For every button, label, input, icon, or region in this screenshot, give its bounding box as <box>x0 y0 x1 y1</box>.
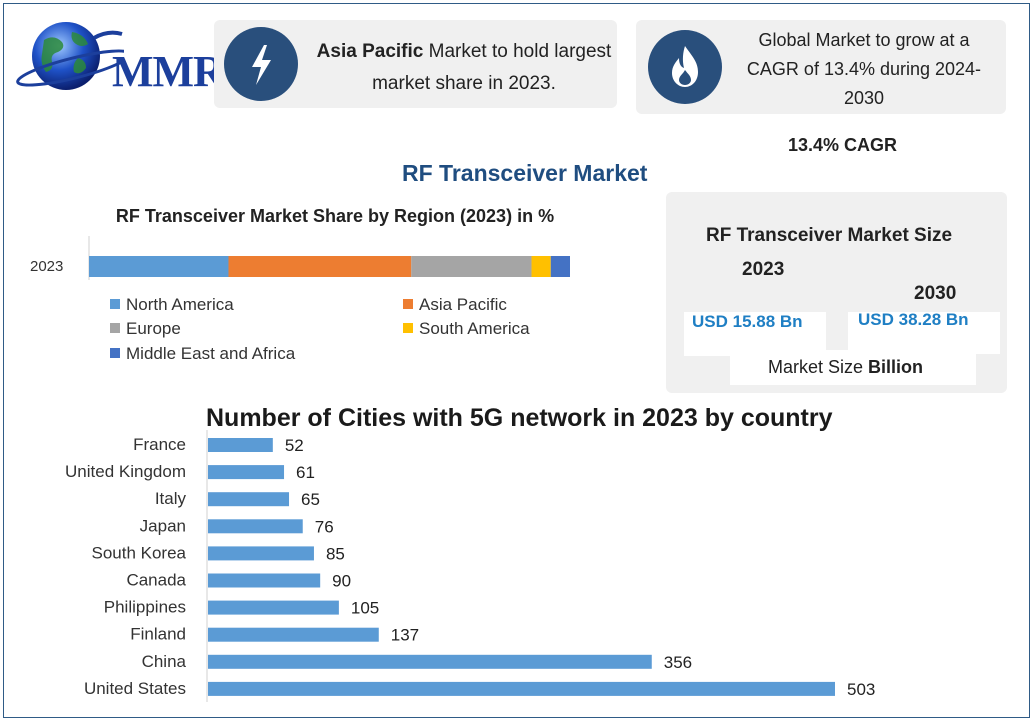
flame-icon <box>648 30 722 104</box>
info-box-global-growth: Global Market to grow at a CAGR of 13.4%… <box>636 20 1006 114</box>
share-bar-segment <box>228 256 412 277</box>
legend-item-north-america: North America <box>110 295 234 315</box>
bar-category-label: United Kingdom <box>65 462 186 481</box>
share-bar-segment <box>550 256 570 277</box>
bar-data-label: 105 <box>351 599 379 618</box>
5g-chart-title: Number of Cities with 5G network in 2023… <box>206 404 833 432</box>
bar-data-label: 137 <box>391 626 419 645</box>
bar-category-label: Italy <box>155 489 187 508</box>
bar-mark <box>208 465 285 480</box>
bar-data-label: 52 <box>285 436 304 455</box>
share-bar-segment <box>89 256 229 277</box>
legend-swatch <box>403 299 413 309</box>
cagr-label: 13.4% CAGR <box>788 135 898 155</box>
5g-bar-chart: France 52 United Kingdom 61 Italy 65 Japan 76 So… <box>65 430 875 702</box>
bar-mark <box>208 573 321 588</box>
bar-category-label: United States <box>84 679 186 698</box>
bar-mark <box>208 492 290 507</box>
share-chart <box>88 236 570 280</box>
bar-mark <box>208 654 652 669</box>
bar-data-label: 65 <box>301 490 320 509</box>
bar-data-label: 76 <box>315 517 334 536</box>
market-size-card-2030 <box>848 312 1000 354</box>
market-size-value-2030: USD 38.28 Bn <box>858 310 969 329</box>
legend-item-asia-pacific: Asia Pacific <box>403 295 507 315</box>
market-size-card-2023 <box>684 312 826 356</box>
infographic-frame <box>3 3 1030 718</box>
bar-category-label: France <box>133 435 186 454</box>
bar-data-label: 503 <box>847 680 875 699</box>
info-text-asia-pacific: Asia Pacific Market to hold largest mark… <box>316 41 612 94</box>
page-title: RF Transceiver Market <box>402 160 648 186</box>
bar-category-label: Philippines <box>104 598 186 617</box>
share-chart-title: RF Transceiver Market Share by Region (2… <box>115 206 555 226</box>
bar-category-label: Canada <box>126 571 186 590</box>
legend-swatch <box>110 348 120 358</box>
bar-mark <box>208 438 273 452</box>
legend-swatch <box>110 323 120 333</box>
bar-mark <box>208 546 314 561</box>
share-bar-segment <box>411 256 532 277</box>
globe-icon <box>16 22 132 90</box>
legend-item-south-america: South America <box>403 319 530 339</box>
bar-mark <box>208 600 339 615</box>
share-chart-category-label: 2023 <box>30 258 64 275</box>
market-size-value-2023: USD 15.88 Bn <box>692 312 803 331</box>
legend-swatch <box>403 323 413 333</box>
legend-item-mea: Middle East and Africa <box>110 344 295 364</box>
share-bar-segment <box>531 256 551 277</box>
bar-data-label: 61 <box>296 463 315 482</box>
legend-swatch <box>110 299 120 309</box>
market-size-unit: Market Size Billion <box>768 357 924 377</box>
bar-data-label: 90 <box>332 572 351 591</box>
mmr-logo: MMR <box>14 18 225 98</box>
bar-category-label: Japan <box>140 516 186 535</box>
bar-data-label: 85 <box>326 544 345 563</box>
bar-category-label: Finland <box>130 625 186 644</box>
market-size-title: RF Transceiver Market Size <box>706 225 953 246</box>
bar-mark <box>208 681 835 696</box>
bar-mark <box>208 627 379 642</box>
bar-category-label: China <box>142 652 187 671</box>
market-size-year-2030: 2030 <box>914 283 957 304</box>
lightning-icon <box>224 27 298 101</box>
info-box-asia-pacific: Asia Pacific Market to hold largest mark… <box>214 20 617 108</box>
market-size-unit-card <box>730 350 976 385</box>
bar-data-label: 356 <box>664 653 692 672</box>
bar-mark <box>208 519 303 534</box>
legend-item-europe: Europe <box>110 319 181 339</box>
logo-text: MMR <box>112 47 225 96</box>
info-text-global-growth: Global Market to grow at a CAGR of 13.4%… <box>746 30 982 108</box>
bar-category-label: South Korea <box>91 543 186 562</box>
market-size-year-2023: 2023 <box>742 259 785 280</box>
